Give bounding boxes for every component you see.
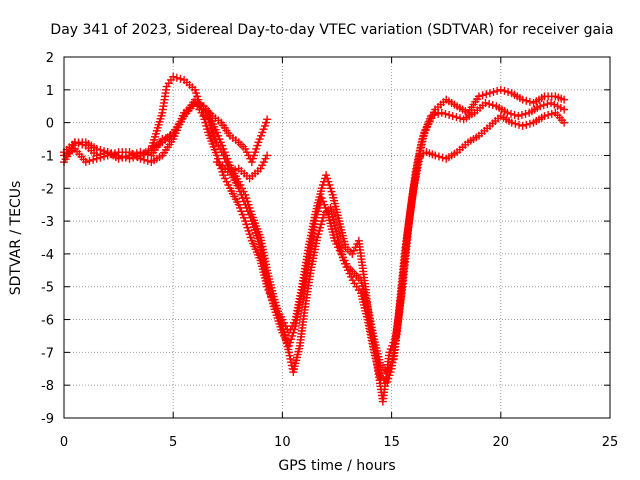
chart-title: Day 341 of 2023, Sidereal Day-to-day VTE… (50, 22, 613, 38)
y-tick-label: -9 (41, 412, 54, 427)
data-point-marker (496, 85, 505, 94)
y-tick-label: 2 (46, 51, 54, 66)
data-point-marker (100, 152, 109, 161)
data-point-marker (89, 155, 98, 164)
data-point-marker (172, 73, 181, 82)
data-point-marker (223, 167, 232, 176)
data-point-marker (92, 154, 101, 163)
data-point-marker (560, 118, 569, 127)
data-point-marker (543, 100, 552, 109)
data-point-marker (434, 152, 443, 161)
data-point-marker (136, 154, 145, 163)
x-tick-label: 25 (602, 435, 619, 450)
data-point-marker (560, 105, 569, 114)
data-point-marker (81, 158, 90, 167)
data-point-marker (434, 109, 443, 118)
data-point-marker (544, 110, 553, 119)
x-tick-labels: 0 5 10 15 20 25 (60, 435, 618, 450)
data-point-marker (478, 91, 487, 100)
data-point-marker (96, 153, 105, 162)
grid (63, 56, 611, 419)
data-point-marker (481, 98, 490, 107)
data-point-marker (445, 110, 454, 119)
x-tick-label: 10 (274, 435, 291, 450)
data-point-marker (506, 109, 515, 118)
x-axis-label: GPS time / hours (278, 458, 395, 474)
data-point-marker (485, 89, 494, 98)
data-point-marker (426, 112, 435, 121)
data-point-marker (92, 144, 101, 153)
y-tick-label: -3 (41, 215, 54, 230)
data-point-marker (493, 86, 502, 95)
data-point-marker (511, 119, 520, 128)
data-point-marker (547, 109, 556, 118)
data-point-marker (517, 110, 526, 119)
data-point-marker (522, 96, 531, 105)
plot-frame (63, 56, 611, 419)
data-point-marker (140, 155, 149, 164)
data-points (60, 72, 569, 406)
y-tick-label: -4 (41, 248, 54, 263)
data-point-marker (430, 110, 439, 119)
x-tick-label: 0 (60, 435, 68, 450)
data-point-marker (431, 151, 440, 160)
y-tick-label: -1 (41, 149, 54, 164)
y-tick-label: 1 (46, 84, 54, 99)
data-point-marker (231, 165, 240, 174)
data-point-marker (540, 112, 549, 121)
data-point-marker (514, 112, 523, 121)
data-point-marker (518, 121, 527, 130)
x-tick-label: 20 (493, 435, 510, 450)
x-tick-label: 5 (169, 435, 177, 450)
data-point-marker (227, 166, 236, 175)
data-point-marker (489, 88, 498, 97)
data-point-marker (176, 74, 185, 83)
data-point-marker (452, 113, 461, 122)
y-tick-labels: 2 1 0 -1 -2 -3 -4 -5 -6 -7 -8 -9 (41, 51, 54, 427)
data-point-marker (441, 109, 450, 118)
data-point-marker (515, 120, 523, 129)
data-point-marker (110, 149, 119, 158)
data-point-marker (169, 72, 178, 81)
data-point-marker (500, 86, 509, 95)
data-point-marker (85, 156, 94, 165)
data-point-marker (488, 101, 497, 110)
data-point-marker (103, 151, 112, 160)
data-point-marker (521, 109, 530, 118)
data-point-marker (525, 119, 534, 128)
data-point-marker (507, 118, 516, 127)
data-point-marker (485, 100, 494, 109)
y-tick-label: -8 (41, 379, 54, 394)
data-point-marker (518, 95, 527, 104)
data-point-marker (560, 95, 569, 104)
data-point-marker (107, 150, 116, 159)
data-point-marker (437, 108, 446, 117)
data-point-marker (448, 112, 457, 121)
y-tick-label: -5 (41, 281, 54, 296)
x-tick-label: 15 (383, 435, 400, 450)
data-point-marker (522, 120, 531, 129)
data-point-marker (263, 115, 272, 124)
y-tick-label: -2 (41, 182, 54, 197)
y-tick-label: 0 (46, 117, 54, 132)
data-point-marker (263, 151, 272, 160)
data-point-marker (474, 92, 483, 101)
data-point-marker (510, 110, 519, 119)
y-tick-label: -7 (41, 346, 54, 361)
data-point-marker (539, 101, 548, 110)
y-tick-label: -6 (41, 314, 54, 329)
data-point-marker (482, 90, 491, 99)
y-axis-label: SDTVAR / TECUs (8, 181, 24, 296)
data-point-marker (96, 145, 105, 154)
data-point-marker (536, 102, 545, 111)
data-point-marker (504, 88, 513, 97)
data-point-marker (503, 108, 512, 117)
